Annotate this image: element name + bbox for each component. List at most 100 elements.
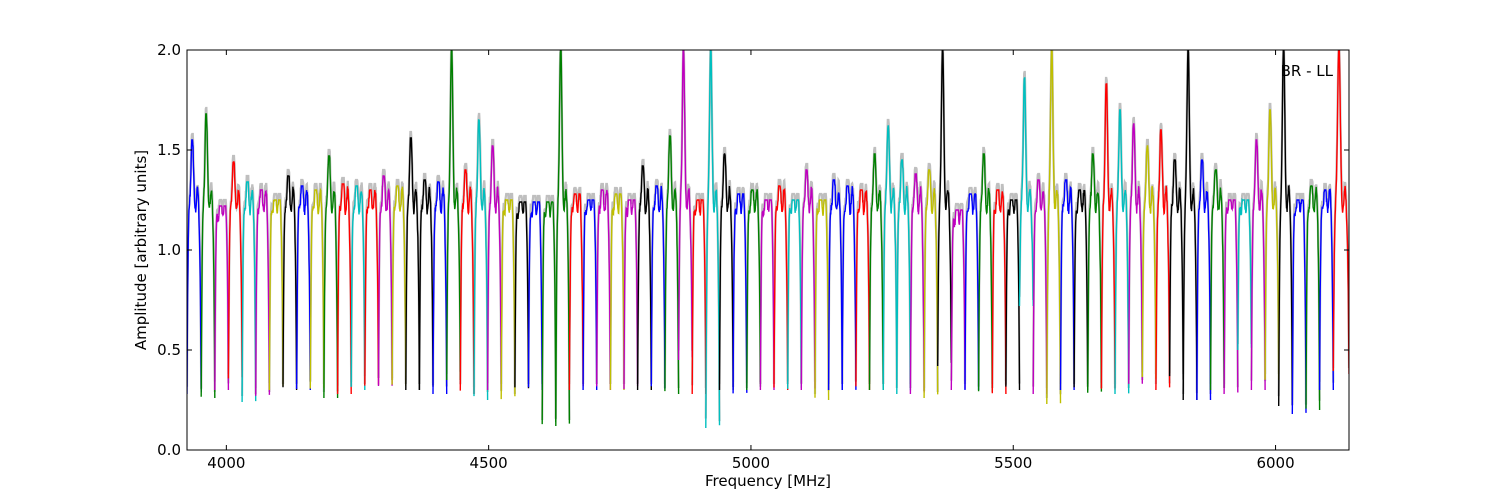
spectral-window-trace-62 (1032, 179, 1048, 395)
spectral-window-trace-17 (418, 179, 434, 391)
spectral-window-trace-1 (200, 113, 216, 399)
spectral-window-trace-46 (814, 199, 830, 401)
spectral-window-trace-59 (991, 189, 1007, 395)
spectral-window-trace-79 (1264, 109, 1280, 381)
x-tick-label-0: 4000 (207, 454, 245, 472)
spectral-window-trace-73 (1182, 50, 1198, 401)
spectral-window-trace-23 (500, 198, 516, 400)
spectral-window-trace-81 (1291, 199, 1307, 415)
x-tick-label-3: 5500 (994, 454, 1032, 472)
x-tick-label-2: 5000 (732, 454, 770, 472)
spectral-window-trace-35 (664, 135, 680, 395)
spectral-window-trace-25 (527, 201, 543, 391)
spectral-window-trace-49 (855, 189, 871, 391)
y-axis-label: Amplitude [arbitrary units] (132, 150, 150, 350)
spectral-window-trace-37 (691, 198, 707, 395)
y-tick-label-2: 1.0 (157, 241, 181, 259)
spectral-window-trace-74 (1196, 159, 1212, 401)
spectral-window-trace-0 (187, 139, 202, 395)
spectral-window-trace-80 (1278, 50, 1293, 407)
spectral-window-trace-84 (1332, 50, 1349, 375)
spectral-window-trace-42 (759, 199, 775, 391)
spectral-window-trace-32 (623, 199, 639, 390)
spectral-window-trace-58 (977, 153, 993, 392)
spectral-window-trace-10 (323, 155, 339, 399)
y-tick-label-1: 0.5 (157, 341, 181, 359)
spectral-window-trace-66 (1087, 153, 1103, 393)
spectral-window-trace-56 (950, 209, 966, 391)
spectral-window-trace-24 (514, 201, 530, 389)
spectral-window-trace-12 (350, 185, 366, 391)
spectral-window-trace-14 (377, 175, 393, 387)
spectral-window-trace-67 (1100, 83, 1116, 390)
spectral-window-trace-8 (295, 185, 311, 391)
x-tick-label-1: 4500 (470, 454, 508, 472)
spectral-window-trace-72 (1168, 159, 1184, 380)
spectral-window-trace-57 (964, 193, 980, 391)
spectral-window-trace-40 (732, 193, 748, 394)
spectral-window-trace-52 (896, 159, 912, 395)
spectral-window-trace-76 (1223, 199, 1239, 395)
spectral-window-trace-53 (909, 173, 925, 395)
spectral-window-trace-11 (336, 183, 352, 395)
x-tick-label-4: 6000 (1256, 454, 1294, 472)
spectral-window-trace-47 (827, 179, 843, 391)
spectral-window-trace-9 (309, 187, 325, 389)
spectral-window-trace-28 (568, 193, 584, 391)
chart-annotation: BR - LL (1281, 62, 1334, 80)
y-tick-label-0: 0.0 (157, 441, 181, 459)
spectral-window-trace-31 (609, 193, 625, 391)
spectral-window-trace-26 (541, 201, 557, 425)
spectral-window-trace-43 (773, 185, 789, 391)
spectral-window-trace-16 (405, 137, 421, 391)
spectral-window-trace-39 (718, 153, 734, 391)
spectral-window-trace-29 (582, 199, 598, 391)
spectral-window-trace-44 (787, 199, 802, 389)
spectral-window-trace-20 (459, 169, 475, 395)
spectral-window-trace-48 (841, 185, 857, 391)
spectral-window-trace-27 (555, 50, 571, 427)
spectral-window-trace-65 (1073, 189, 1089, 391)
spectral-window-trace-13 (364, 189, 380, 386)
tick-layer: 4000 4500 5000 5500 6000 0.0 0.5 1.0 1.5 2.0 (157, 41, 1349, 472)
spectral-window-trace-2 (214, 205, 230, 391)
spectral-window-trace-30 (596, 189, 612, 391)
spectral-window-trace-78 (1250, 139, 1266, 391)
spectral-window-trace-33 (636, 165, 652, 391)
spectral-window-trace-34 (650, 185, 666, 389)
spectral-window-trace-51 (882, 125, 898, 391)
spectral-window-trace-75 (1209, 169, 1225, 391)
spectral-window-trace-22 (486, 145, 502, 391)
spectral-window-trace-60 (1005, 199, 1021, 391)
spectral-window-trace-3 (227, 161, 243, 379)
spectral-window-trace-64 (1059, 179, 1075, 391)
spectral-window-trace-5 (255, 189, 271, 396)
spectral-window-trace-71 (1155, 129, 1171, 391)
spectral-window-trace-54 (923, 169, 939, 399)
spectral-window-trace-69 (1128, 123, 1143, 384)
spectral-window-trace-70 (1141, 145, 1157, 379)
spectral-window-trace-6 (268, 199, 284, 391)
spectral-window-trace-55 (937, 50, 952, 367)
spectral-window-trace-77 (1237, 197, 1253, 351)
spectral-window-trace-83 (1318, 188, 1334, 391)
y-tick-label-4: 2.0 (157, 41, 181, 59)
y-tick-label-3: 1.5 (157, 141, 181, 159)
spectral-window-trace-4 (241, 181, 257, 403)
spectral-window-trace-7 (282, 175, 298, 391)
spectral-window-trace-41 (746, 189, 762, 391)
spectral-window-trace-63 (1046, 50, 1062, 405)
spectral-window-trace-15 (391, 185, 407, 387)
spectral-window-trace-36 (677, 50, 693, 361)
spectral-window-trace-45 (800, 169, 816, 391)
spectral-window-trace-21 (473, 119, 489, 401)
spectral-window-trace-68 (1114, 109, 1130, 395)
spectral-window-trace-50 (868, 153, 884, 391)
x-axis-label: Frequency [MHz] (705, 472, 831, 490)
spectral-window-trace-61 (1018, 77, 1034, 307)
spectral-window-trace-82 (1305, 185, 1321, 411)
series-layer (187, 50, 1349, 429)
spectral-window-trace-19 (446, 50, 461, 381)
spectral-window-trace-18 (432, 181, 448, 395)
